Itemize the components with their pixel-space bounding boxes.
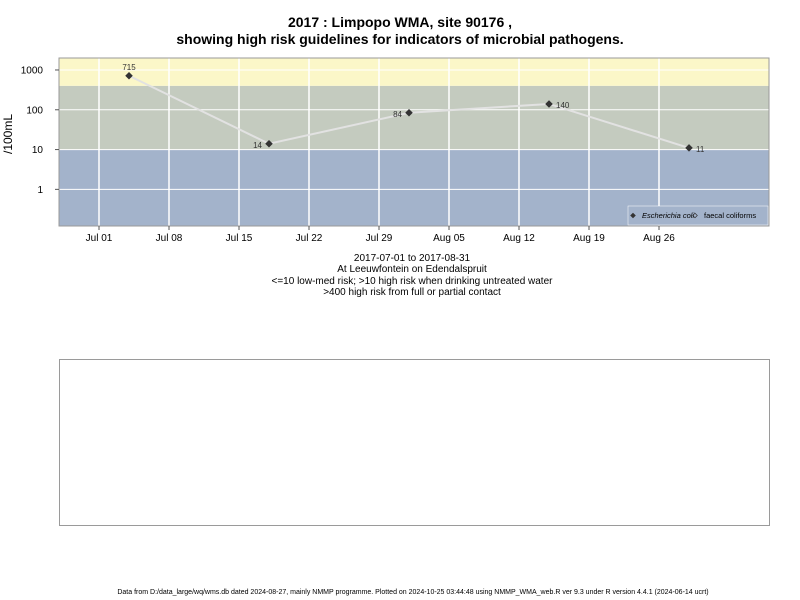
chart-title-line-2: showing high risk guidelines for indicat… xyxy=(176,31,624,47)
risk-band-2 xyxy=(59,58,769,86)
legend-label-0: Escherichia coli xyxy=(642,211,694,220)
legend: Escherichia coli faecal coliforms xyxy=(627,205,769,226)
y-axis-label: /100mL xyxy=(1,114,15,154)
data-series: 715 14 84 140 11 xyxy=(122,63,705,154)
y-tick-label-1: 10 xyxy=(32,145,44,156)
x-tick-label-6: Aug 12 xyxy=(503,233,535,244)
empty-plot-panel xyxy=(59,359,770,526)
grid-lines xyxy=(59,58,769,226)
data-point-0-4 xyxy=(685,144,693,152)
plot-frame xyxy=(58,57,770,227)
x-tick-label-4: Jul 29 xyxy=(366,233,393,244)
x-tick-label-8: Aug 26 xyxy=(643,233,675,244)
data-label-0-3: 140 xyxy=(556,101,570,110)
caption-location: At Leeuwfontein on Edendalspruit xyxy=(337,264,487,275)
risk-bands xyxy=(59,58,769,226)
data-label-0-4: 11 xyxy=(696,145,705,154)
axes: Jul 01 Jul 08 Jul 15 Jul 22 Jul 29 Aug 05 Aug … xyxy=(21,65,676,244)
x-tick-label-7: Aug 19 xyxy=(573,233,605,244)
y-tick-label-3: 1000 xyxy=(21,65,44,76)
data-point-0-0 xyxy=(125,72,133,80)
data-label-0-0: 715 xyxy=(122,63,136,72)
footer-note: Data from D:/data_large/wq/wms.db dated … xyxy=(117,589,709,596)
risk-band-1 xyxy=(59,85,769,150)
y-tick-label-0: 1 xyxy=(37,185,43,196)
data-point-0-1 xyxy=(265,139,273,148)
legend-box xyxy=(627,205,769,226)
chart-title-line-1: 2017 : Limpopo WMA, site 90176 , xyxy=(287,14,513,30)
legend-marker-1 xyxy=(692,212,698,219)
x-tick-label-1: Jul 08 xyxy=(156,233,183,244)
data-point-0-3 xyxy=(545,100,553,108)
legend-marker-0 xyxy=(630,212,636,219)
caption-date-range: 2017-07-01 to 2017-08-31 xyxy=(353,253,471,264)
caption-guideline-drinking: <=10 low-med risk; >10 high risk when dr… xyxy=(271,276,553,287)
caption-guideline-contact: >400 high risk from full or partial cont… xyxy=(323,287,501,298)
x-tick-label-0: Jul 01 xyxy=(86,233,113,244)
data-label-0-1: 14 xyxy=(253,141,262,150)
data-label-0-2: 84 xyxy=(393,110,402,119)
legend-label-1: faecal coliforms xyxy=(704,211,756,220)
x-tick-label-5: Aug 05 xyxy=(433,233,465,244)
y-tick-label-2: 100 xyxy=(26,105,43,116)
data-point-0-2 xyxy=(405,109,413,117)
x-tick-label-3: Jul 22 xyxy=(296,233,323,244)
x-tick-label-2: Jul 15 xyxy=(226,233,253,244)
